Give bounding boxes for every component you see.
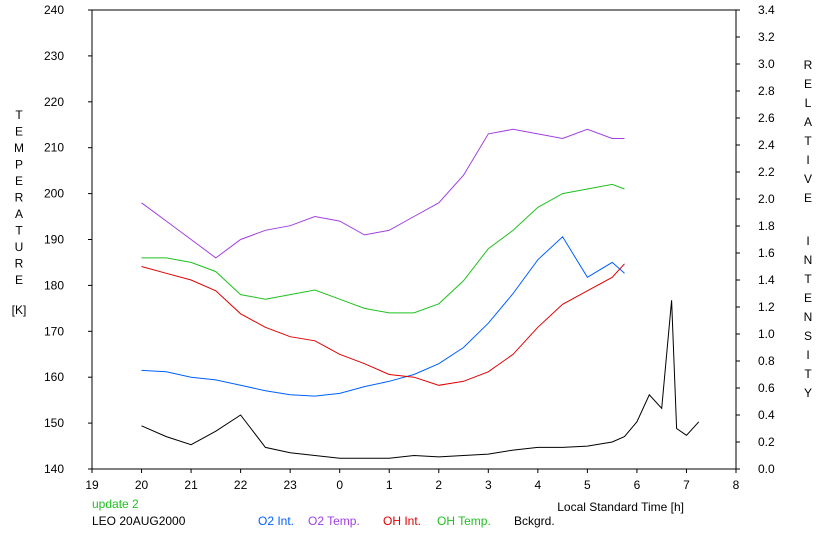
- right-axis-letter: I: [806, 234, 809, 248]
- left-tick-label: 200: [44, 187, 64, 201]
- legend-bckgrd: Bckgrd.: [514, 514, 555, 528]
- right-axis-letter: T: [804, 272, 812, 286]
- x-tick-label: 23: [283, 478, 297, 492]
- x-axis: 19 20 21 22 23 0 1 2 3 4 5 6 7 8: [85, 469, 740, 492]
- legend-o2-temp: O2 Temp.: [308, 514, 360, 528]
- x-tick-label: 1: [386, 478, 393, 492]
- right-tick-label: 2.6: [758, 111, 775, 125]
- legend-oh-int: OH Int.: [383, 514, 422, 528]
- x-tick-label: 3: [485, 478, 492, 492]
- x-tick-label: 19: [85, 478, 99, 492]
- series-oh_int-line: [141, 263, 625, 386]
- series-o2_temp-line: [141, 128, 625, 259]
- right-axis-letter: I: [806, 348, 809, 362]
- right-tick-label: 0.4: [758, 408, 775, 422]
- x-tick-label: 8: [733, 478, 740, 492]
- right-axis-letter: S: [804, 329, 812, 343]
- station-date-text: LEO 20AUG2000: [92, 514, 186, 528]
- right-tick-label: 2.0: [758, 192, 775, 206]
- right-tick-label: 2.4: [758, 138, 775, 152]
- right-tick-label: 1.4: [758, 273, 775, 287]
- legend-o2-int: O2 Int.: [258, 514, 295, 528]
- right-axis-letter: E: [804, 191, 812, 205]
- right-axis-letter: T: [804, 367, 812, 381]
- series-group: [141, 128, 700, 459]
- left-tick-label: 210: [44, 141, 64, 155]
- right-axis-letter: E: [804, 77, 812, 91]
- series-oh_temp-line: [141, 183, 625, 314]
- left-axis-letter: M: [14, 141, 24, 155]
- right-axis-letter: N: [804, 310, 813, 324]
- x-axis-title: Local Standard Time [h]: [557, 500, 684, 514]
- left-tick-label: 170: [44, 324, 64, 338]
- legend-oh-temp: OH Temp.: [437, 514, 491, 528]
- left-tick-label: 160: [44, 370, 64, 384]
- right-tick-label: 3.4: [758, 3, 775, 17]
- right-axis-letter: N: [804, 253, 813, 267]
- left-tick-label: 230: [44, 49, 64, 63]
- series-o2_int-line: [141, 236, 625, 397]
- left-tick-label: 240: [44, 3, 64, 17]
- left-tick-label: 140: [44, 462, 64, 476]
- left-tick-label: 220: [44, 95, 64, 109]
- right-tick-label: 0.8: [758, 354, 775, 368]
- x-tick-label: 5: [584, 478, 591, 492]
- right-tick-label: 1.8: [758, 219, 775, 233]
- right-y-axis: 0.0 0.2 0.4 0.6 0.8 1.0 1.2 1.4 1.6 1.8 2.0 2.2 2.4 2…: [736, 3, 775, 476]
- left-axis-unit: [K]: [12, 303, 27, 317]
- right-tick-label: 2.2: [758, 165, 775, 179]
- right-axis-letter: R: [804, 58, 813, 72]
- right-axis-letter: T: [804, 134, 812, 148]
- left-axis-letter: R: [15, 257, 24, 271]
- x-tick-label: 2: [435, 478, 442, 492]
- right-axis-letter: V: [804, 172, 812, 186]
- x-tick-label: 0: [336, 478, 343, 492]
- left-axis-letter: E: [15, 174, 23, 188]
- x-tick-label: 4: [535, 478, 542, 492]
- x-tick-label: 7: [683, 478, 690, 492]
- right-tick-label: 2.8: [758, 84, 775, 98]
- left-tick-label: 180: [44, 278, 64, 292]
- right-axis-letter: L: [805, 96, 812, 110]
- right-tick-label: 1.2: [758, 300, 775, 314]
- left-axis-letter: T: [15, 108, 23, 122]
- left-y-axis: 140 150 160 170 180 190 200 210 220 230 240: [44, 3, 92, 476]
- left-axis-letter: A: [15, 207, 23, 221]
- right-axis-letter: A: [804, 115, 812, 129]
- left-axis-letter: R: [15, 191, 24, 205]
- left-axis-letter: E: [15, 273, 23, 287]
- right-axis-letter: I: [806, 153, 809, 167]
- right-tick-label: 1.6: [758, 246, 775, 260]
- right-tick-label: 3.2: [758, 30, 775, 44]
- left-axis-letter: E: [15, 125, 23, 139]
- right-tick-label: 0.6: [758, 381, 775, 395]
- right-axis-letter: Y: [804, 386, 812, 400]
- right-tick-label: 3.0: [758, 57, 775, 71]
- right-tick-label: 0.0: [758, 462, 775, 476]
- status-text: update 2: [92, 497, 139, 511]
- left-axis-letter: P: [15, 158, 23, 172]
- series-bckgrd-line: [141, 300, 700, 459]
- left-axis-letter: T: [15, 224, 23, 238]
- x-tick-label: 22: [234, 478, 248, 492]
- left-axis-letter: U: [15, 240, 24, 254]
- left-tick-label: 190: [44, 233, 64, 247]
- x-tick-label: 21: [184, 478, 198, 492]
- right-tick-label: 1.0: [758, 327, 775, 341]
- right-tick-label: 0.2: [758, 435, 775, 449]
- x-tick-label: 6: [634, 478, 641, 492]
- x-tick-label: 20: [135, 478, 149, 492]
- right-axis-letter: E: [804, 291, 812, 305]
- left-tick-label: 150: [44, 416, 64, 430]
